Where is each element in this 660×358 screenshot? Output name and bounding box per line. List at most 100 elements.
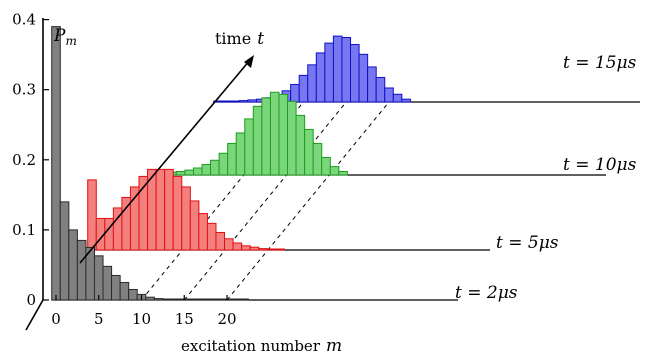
bar [307, 64, 317, 103]
bar [324, 42, 334, 103]
bar [221, 100, 232, 103]
bar [87, 179, 97, 251]
bar [241, 245, 251, 251]
bar [290, 83, 300, 103]
bar [358, 53, 369, 103]
bar [375, 76, 386, 103]
bar [230, 298, 241, 301]
y-tick-label: 0.2 [12, 151, 36, 169]
bar [287, 100, 297, 176]
bar [215, 231, 226, 251]
bar [269, 91, 280, 176]
time-axis-arrow [79, 59, 251, 264]
y-tick-label: 0.3 [12, 81, 36, 99]
time-axis-label: time t [215, 29, 264, 49]
bar [249, 246, 260, 251]
bar [304, 128, 314, 176]
bar [196, 298, 207, 301]
bar [102, 265, 113, 301]
bar [384, 87, 394, 103]
bar [59, 201, 70, 301]
bar [244, 118, 254, 176]
bar [321, 156, 331, 176]
series-2: t = 10μs [150, 91, 637, 176]
depth-guide-line [183, 101, 347, 301]
bar [238, 100, 249, 103]
bar [338, 170, 348, 176]
bar [188, 298, 198, 301]
bar [170, 298, 181, 301]
depth-guide-lines [141, 101, 390, 301]
series-label: t = 5μs [496, 233, 559, 253]
x-ticks: 0 5 10 15 20 [51, 295, 237, 328]
bar [230, 100, 240, 103]
depth-guide-line [226, 101, 390, 301]
bar [198, 213, 208, 251]
bar [164, 168, 174, 251]
bar [298, 74, 309, 103]
bar [93, 255, 104, 301]
bar [261, 97, 271, 176]
bar [192, 167, 203, 176]
bar [258, 248, 268, 251]
time-axis-arrowhead [244, 55, 254, 68]
bar [224, 238, 234, 251]
y-ticks: 0 0.1 0.2 0.3 0.4 [12, 11, 49, 309]
x-axis-label: excitation number m [181, 336, 342, 356]
y-tick-label: 0.1 [12, 221, 36, 239]
bar [104, 217, 114, 251]
bar [172, 175, 183, 251]
bar [227, 142, 237, 176]
bar [119, 281, 130, 301]
bar [235, 132, 246, 176]
bar [184, 169, 194, 176]
bar [392, 93, 403, 103]
bar [181, 186, 191, 251]
bar [210, 159, 220, 176]
bar [278, 93, 289, 176]
bar [68, 229, 78, 301]
series-1: t = 5μs [87, 168, 559, 253]
depth-guide-line [141, 101, 304, 301]
y-tick-label: 0.4 [12, 11, 36, 29]
bar [145, 296, 155, 301]
series-label: t = 10μs [563, 155, 637, 175]
x-tick-label: 5 [94, 310, 104, 328]
bar [175, 170, 186, 176]
series-label: t = 2μs [455, 283, 518, 303]
bar [51, 26, 61, 301]
bar [111, 274, 121, 301]
x-axis-left-stub [25, 299, 44, 331]
bar [76, 239, 87, 301]
bar [401, 98, 411, 103]
series-0: t = 2μs [51, 26, 518, 303]
bar [232, 242, 243, 251]
bar [275, 248, 285, 251]
bar [162, 298, 172, 301]
bar [315, 52, 326, 103]
bar [247, 99, 257, 103]
bar [266, 248, 277, 251]
bar [128, 288, 138, 301]
y-axis-label: Pm [53, 26, 77, 48]
bar [295, 114, 306, 176]
series-label: t = 15μs [563, 53, 637, 73]
bar [213, 298, 224, 301]
bar [341, 37, 352, 103]
x-tick-label: 0 [51, 310, 61, 328]
x-tick-label: 20 [217, 310, 236, 328]
series-layer: t = 15μs t = 10μs t = 5μs t = 2μs [51, 26, 640, 303]
bar [205, 298, 215, 301]
x-tick-label: 15 [175, 310, 194, 328]
bar [129, 186, 140, 251]
bar [153, 298, 164, 301]
bar [332, 35, 343, 103]
axes: 0 0.1 0.2 0.3 0.4 0 5 10 15 20 Pm excitation num… [12, 11, 342, 356]
y-tick-label: 0 [26, 291, 36, 309]
bar [329, 166, 340, 176]
bar [206, 222, 217, 251]
bar [252, 105, 263, 176]
bar [155, 168, 166, 251]
bar [239, 298, 249, 301]
